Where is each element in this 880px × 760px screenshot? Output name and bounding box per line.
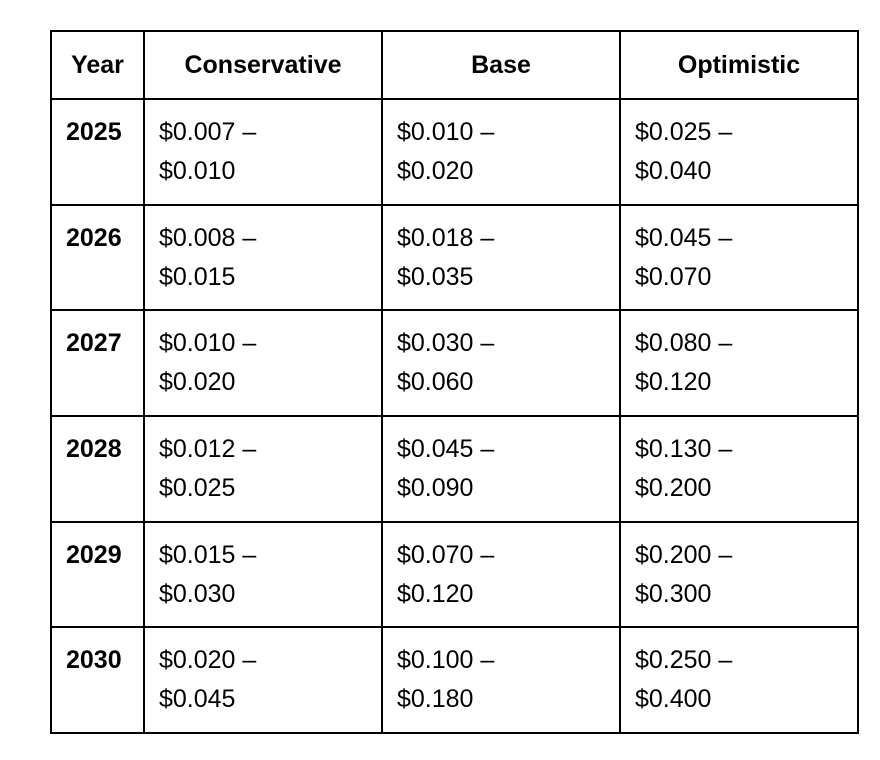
range-low: $0.025 – xyxy=(635,118,733,146)
year-cell: 2029 xyxy=(50,520,145,629)
range-low: $0.130 – xyxy=(635,435,733,464)
conservative-cell: $0.010 – $0.020 xyxy=(143,309,383,418)
range-low: $0.045 – xyxy=(635,223,733,252)
range-low: $0.030 – xyxy=(397,329,495,358)
header-conservative: Conservative xyxy=(143,30,383,100)
table-row: 2026 $0.008 – $0.015 $0.018 – $0.035 $0.045 –… xyxy=(50,203,859,312)
base-cell: $0.010 – $0.020 xyxy=(381,98,621,206)
table-row: 2030 $0.020 – $0.045 $0.100 – $0.180 $0.250 –… xyxy=(50,626,859,735)
range-high: $0.300 xyxy=(635,579,712,608)
base-cell: $0.070 – $0.120 xyxy=(381,520,621,629)
year-cell: 2030 xyxy=(50,626,145,735)
header-row: Year Conservative Base Optimistic xyxy=(50,30,859,100)
range-low: $0.015 – xyxy=(159,540,257,569)
range-high: $0.045 xyxy=(159,685,236,714)
year-cell: 2027 xyxy=(50,309,145,418)
optimistic-cell: $0.250 – $0.400 xyxy=(619,626,859,735)
range-low: $0.007 – xyxy=(159,118,257,146)
table-row: 2027 $0.010 – $0.020 $0.030 – $0.060 $0.080 –… xyxy=(50,309,859,418)
range-high: $0.090 xyxy=(397,474,474,503)
header-optimistic: Optimistic xyxy=(619,30,859,100)
optimistic-cell: $0.045 – $0.070 xyxy=(619,203,859,312)
year-cell: 2025 xyxy=(50,98,145,206)
conservative-cell: $0.015 – $0.030 xyxy=(143,520,383,629)
header-base: Base xyxy=(381,30,621,100)
range-high: $0.010 xyxy=(159,157,236,185)
range-low: $0.012 – xyxy=(159,435,257,464)
range-low: $0.018 – xyxy=(397,223,495,252)
range-low: $0.045 – xyxy=(397,435,495,464)
range-low: $0.070 – xyxy=(397,540,495,569)
table-row: 2028 $0.012 – $0.025 $0.045 – $0.090 $0.130 –… xyxy=(50,415,859,523)
optimistic-cell: $0.200 – $0.300 xyxy=(619,520,859,629)
price-forecast-table: Year Conservative Base Optimistic 2025 $0… xyxy=(50,30,859,735)
range-low: $0.250 – xyxy=(635,646,733,675)
range-high: $0.020 xyxy=(159,368,236,397)
year-cell: 2028 xyxy=(50,415,145,523)
year-cell: 2026 xyxy=(50,203,145,312)
range-low: $0.100 – xyxy=(397,646,495,675)
optimistic-cell: $0.130 – $0.200 xyxy=(619,415,859,523)
range-high: $0.120 xyxy=(397,579,474,608)
range-high: $0.180 xyxy=(397,685,474,714)
range-low: $0.020 – xyxy=(159,646,257,675)
conservative-cell: $0.012 – $0.025 xyxy=(143,415,383,523)
optimistic-cell: $0.025 – $0.040 xyxy=(619,98,859,206)
range-high: $0.200 xyxy=(635,474,712,503)
range-high: $0.040 xyxy=(635,157,712,185)
base-cell: $0.030 – $0.060 xyxy=(381,309,621,418)
range-low: $0.010 – xyxy=(159,329,257,358)
range-high: $0.030 xyxy=(159,579,236,608)
conservative-cell: $0.007 – $0.010 xyxy=(143,98,383,206)
header-year: Year xyxy=(50,30,145,100)
range-low: $0.200 – xyxy=(635,540,733,569)
range-low: $0.010 – xyxy=(397,118,495,146)
range-high: $0.400 xyxy=(635,685,712,714)
range-high: $0.035 xyxy=(397,262,474,291)
table-row: 2025 $0.007 – $0.010 $0.010 – $0.020 $0.025 –… xyxy=(50,98,859,206)
conservative-cell: $0.020 – $0.045 xyxy=(143,626,383,735)
range-high: $0.015 xyxy=(159,262,236,291)
range-low: $0.008 – xyxy=(159,223,257,252)
range-high: $0.025 xyxy=(159,474,236,503)
table-row: 2029 $0.015 – $0.030 $0.070 – $0.120 $0.200 –… xyxy=(50,520,859,629)
range-high: $0.020 xyxy=(397,157,474,185)
base-cell: $0.100 – $0.180 xyxy=(381,626,621,735)
conservative-cell: $0.008 – $0.015 xyxy=(143,203,383,312)
base-cell: $0.045 – $0.090 xyxy=(381,415,621,523)
range-low: $0.080 – xyxy=(635,329,733,358)
range-high: $0.060 xyxy=(397,368,474,397)
base-cell: $0.018 – $0.035 xyxy=(381,203,621,312)
range-high: $0.120 xyxy=(635,368,712,397)
range-high: $0.070 xyxy=(635,262,712,291)
optimistic-cell: $0.080 – $0.120 xyxy=(619,309,859,418)
